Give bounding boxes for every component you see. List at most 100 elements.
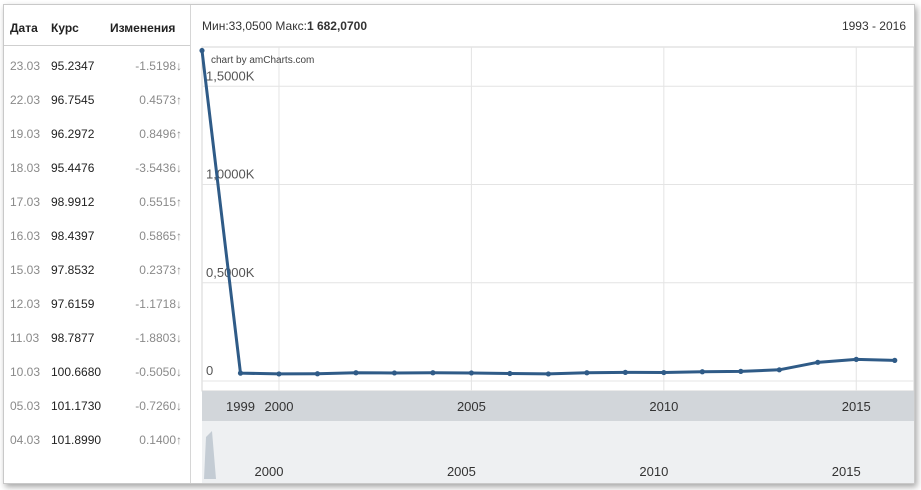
arrow-up-icon: ↑: [176, 127, 182, 141]
arrow-up-icon: ↑: [176, 93, 182, 107]
row-date: 04.03: [10, 433, 41, 447]
data-point[interactable]: [776, 367, 782, 373]
x-tick-label: 2005: [457, 399, 486, 414]
data-point[interactable]: [815, 359, 821, 365]
row-change: -1.1718↓: [135, 297, 182, 311]
arrow-up-icon: ↑: [176, 195, 182, 209]
row-date: 19.03: [10, 127, 41, 141]
data-point[interactable]: [276, 371, 282, 377]
row-change: 0.5865↑: [139, 229, 182, 243]
row-date: 22.03: [10, 93, 41, 107]
row-rate: 100.6680: [51, 365, 102, 379]
row-change-value: -3.5436: [135, 161, 176, 175]
navigator-scrollbar[interactable]: [202, 421, 914, 483]
data-point[interactable]: [738, 368, 744, 374]
data-point[interactable]: [892, 357, 898, 363]
row-rate: 96.7545: [51, 93, 95, 107]
navigator-label: 2010: [639, 464, 668, 479]
min-max-summary: Мин:33,0500 Макс:1 682,0700: [202, 19, 367, 33]
data-point[interactable]: [430, 370, 436, 376]
row-change: -1.5198↓: [135, 59, 182, 73]
row-rate: 96.2972: [51, 127, 95, 141]
row-rate: 98.7877: [51, 331, 95, 345]
data-point[interactable]: [545, 371, 551, 377]
row-date: 12.03: [10, 297, 41, 311]
row-change: 0.8496↑: [139, 127, 182, 141]
row-change-value: -1.5198: [135, 59, 176, 73]
row-change-value: -0.5050: [135, 365, 176, 379]
row-change-value: 0.1400: [139, 433, 176, 447]
row-change-value: 0.2373: [139, 263, 176, 277]
arrow-up-icon: ↑: [176, 229, 182, 243]
period-range[interactable]: 1993 - 2016: [841, 19, 906, 33]
y-tick-label: 0,5000K: [206, 265, 255, 280]
max-label: Макс:: [275, 19, 307, 33]
x-tick-label: 2010: [649, 399, 678, 414]
row-change-value: 0.4573: [139, 93, 176, 107]
data-point[interactable]: [622, 369, 628, 375]
navigator-preview: [204, 431, 216, 479]
row-change: 0.2373↑: [139, 263, 182, 277]
table-row: 12.03 97.6159 -1.1718↓: [4, 287, 190, 321]
row-change: -3.5436↓: [135, 161, 182, 175]
arrow-up-icon: ↑: [176, 433, 182, 447]
data-point[interactable]: [661, 369, 667, 376]
row-change: 0.4573↑: [139, 93, 182, 107]
row-change-value: -1.1718: [135, 297, 176, 311]
data-point[interactable]: [584, 370, 590, 376]
y-tick-label: 1,5000K: [206, 68, 255, 83]
chart-credit[interactable]: chart by amCharts.com: [211, 55, 314, 66]
row-date: 16.03: [10, 229, 41, 243]
row-date: 17.03: [10, 195, 41, 209]
row-rate: 97.8532: [51, 263, 95, 277]
row-date: 10.03: [10, 365, 41, 379]
table-row: 15.03 97.8532 0.2373↑: [4, 253, 190, 287]
row-change-value: -1.8803: [135, 331, 176, 345]
data-point[interactable]: [507, 370, 513, 377]
row-date: 18.03: [10, 161, 41, 175]
row-date: 05.03: [10, 399, 41, 413]
table-row: 17.03 98.9912 0.5515↑: [4, 185, 190, 219]
series-line: [200, 50, 895, 376]
row-date: 15.03: [10, 263, 41, 277]
arrow-down-icon: ↓: [176, 161, 182, 175]
row-date: 23.03: [10, 59, 41, 73]
x-tick-label: 2000: [265, 399, 294, 414]
data-point[interactable]: [391, 370, 398, 376]
x-tick-label: 1999: [226, 399, 255, 414]
row-rate: 98.9912: [51, 195, 95, 209]
table-row: 16.03 98.4397 0.5865↑: [4, 219, 190, 253]
header-date: Дата: [10, 21, 38, 35]
data-point[interactable]: [237, 370, 244, 376]
table-header: Дата Курс Изменения: [4, 5, 190, 46]
arrow-down-icon: ↓: [176, 399, 182, 413]
row-change-value: 0.5515: [139, 195, 176, 209]
data-point[interactable]: [314, 371, 321, 377]
row-change-value: 0.5865: [139, 229, 176, 243]
data-point[interactable]: [353, 370, 359, 376]
navigator-label: 2000: [255, 464, 284, 479]
plot-area: [201, 46, 914, 392]
data-point[interactable]: [199, 47, 205, 54]
table-row: 11.03 98.7877 -1.8803↓: [4, 321, 190, 355]
table-row: 05.03 101.1730 -0.7260↓: [4, 389, 190, 423]
y-tick-label: 0: [206, 363, 213, 378]
row-rate: 101.1730: [51, 399, 102, 413]
data-point[interactable]: [853, 356, 859, 362]
data-point[interactable]: [468, 370, 475, 376]
row-rate: 95.2347: [51, 59, 95, 73]
exchange-rate-widget: Дата Курс Изменения 23.03 95.2347 -1.5198↓…: [3, 4, 915, 484]
min-label: Мин:: [202, 19, 229, 33]
x-tick-label: 2015: [842, 399, 871, 414]
table-row: 19.03 96.2972 0.8496↑: [4, 117, 190, 151]
data-point[interactable]: [699, 369, 705, 375]
x-axis-band: [202, 391, 914, 421]
row-rate: 97.6159: [51, 297, 95, 311]
row-date: 11.03: [10, 331, 40, 345]
arrow-down-icon: ↓: [176, 297, 182, 311]
table-row: 22.03 96.7545 0.4573↑: [4, 83, 190, 117]
table-row: 04.03 101.8990 0.1400↑: [4, 423, 190, 457]
row-change-value: -0.7260: [135, 399, 176, 413]
table-row: 10.03 100.6680 -0.5050↓: [4, 355, 190, 389]
line-chart[interactable]: 0 0,5000K 1,0000K 1,5000K chart by amCharts.…: [4, 5, 914, 483]
